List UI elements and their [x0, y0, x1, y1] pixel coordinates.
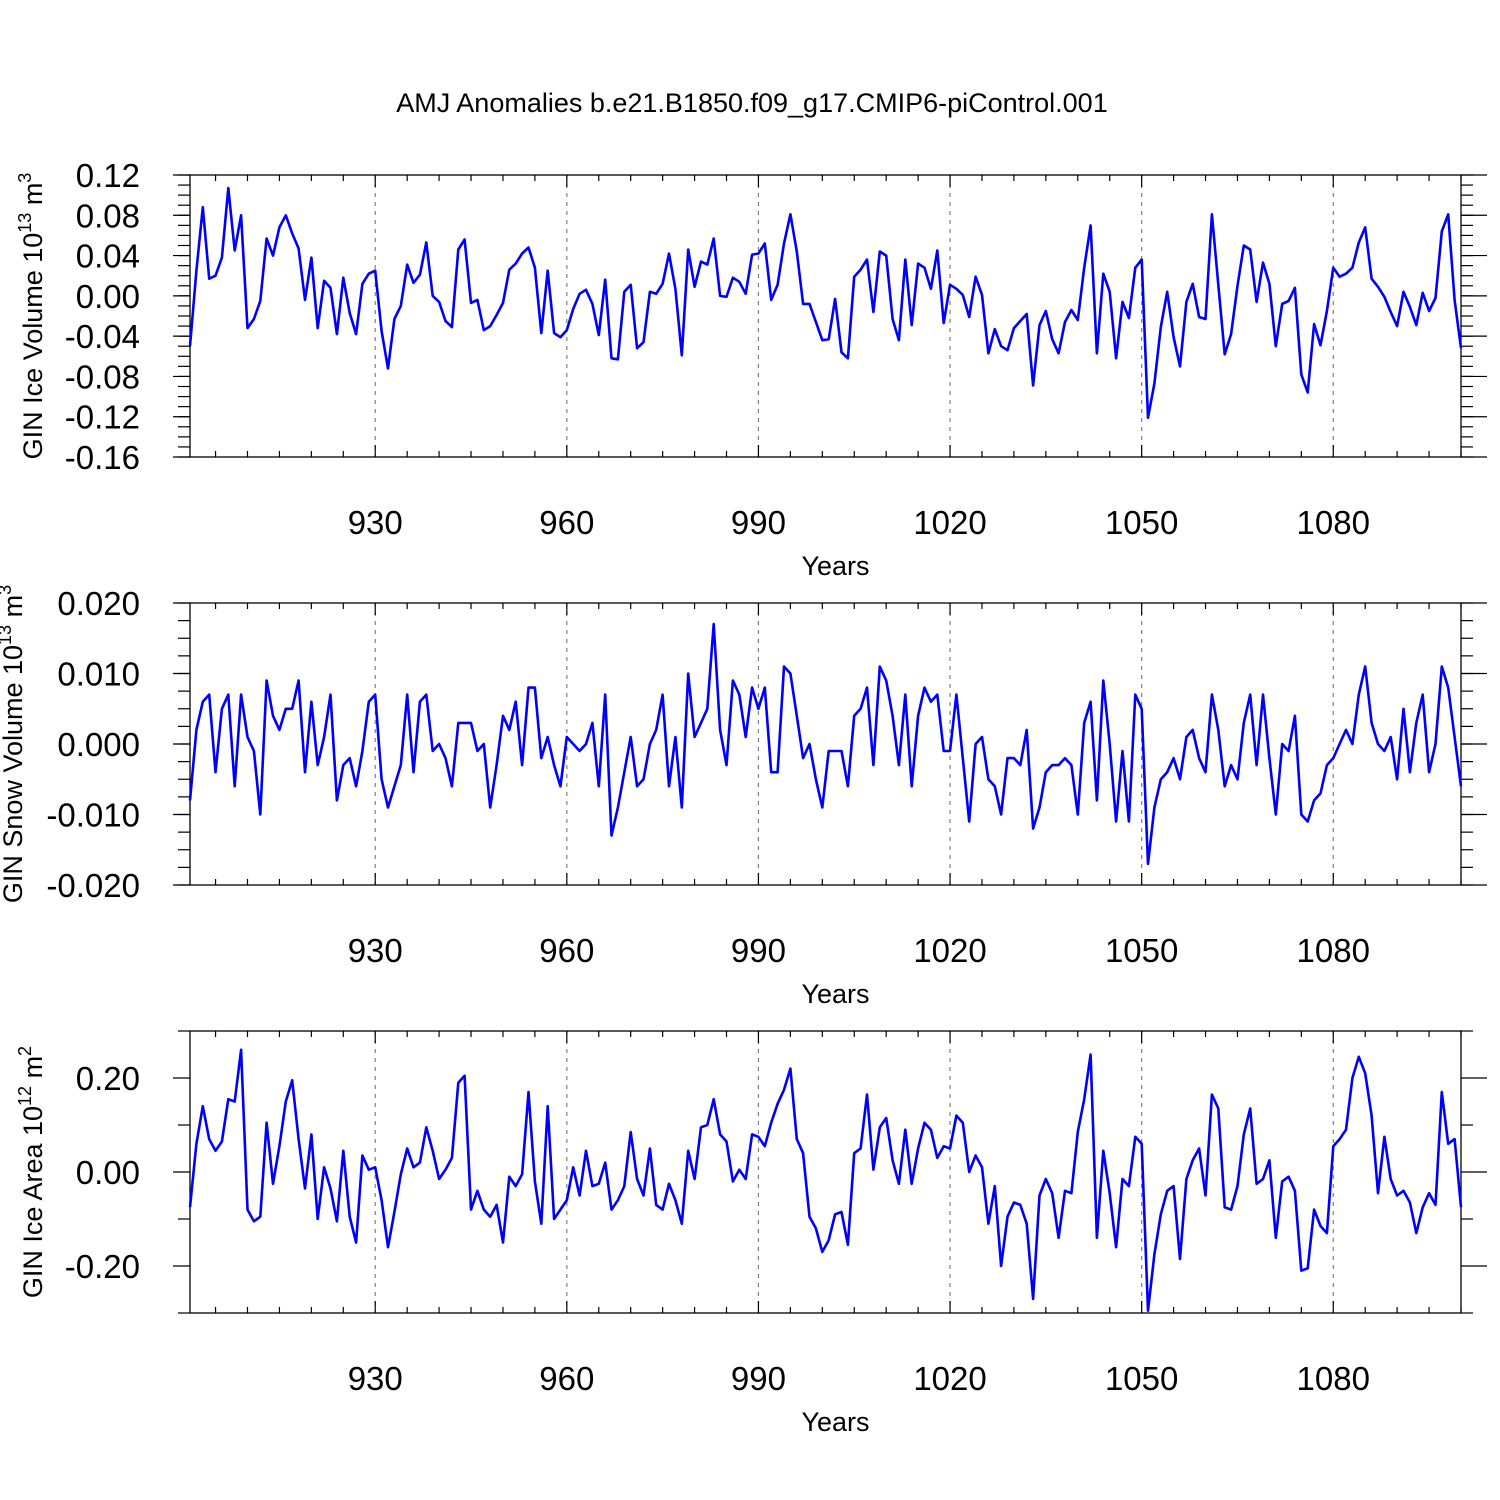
panel-ice-area: 930 960 990 1020 1050 1080 Years 0.20 0.00 -0.20 G… — [15, 1030, 1487, 1437]
y-tick-label: 0.000 — [57, 726, 140, 763]
y-axis-label-text: m — [0, 595, 28, 625]
y-axis-label-text: m — [18, 183, 48, 213]
y-tick-label: 0.020 — [57, 585, 140, 622]
y-tick-label: 0.08 — [76, 197, 140, 234]
x-axis-label: Years — [801, 979, 869, 1009]
x-tick-label: 990 — [731, 504, 786, 541]
y-axis-label-exponent: 12 — [15, 1086, 35, 1106]
x-tick-label: 990 — [731, 1360, 786, 1397]
y-tick-label: 0.04 — [76, 238, 140, 275]
y-axis-label-text: GIN Snow Volume 10 — [0, 645, 28, 903]
y-tick-label: -0.04 — [65, 318, 140, 355]
y-tick-label: -0.020 — [46, 867, 140, 904]
x-axis-label: Years — [801, 551, 869, 581]
chart-title: AMJ Anomalies b.e21.B1850.f09_g17.CMIP6-… — [396, 88, 1107, 118]
plot-frame — [189, 602, 1462, 886]
y-tick-label: -0.20 — [65, 1248, 140, 1285]
panel-snow-volume: 930 960 990 1020 1050 1080 Years 0.020 0.010 0.00… — [0, 585, 1487, 1009]
x-tick-label: 1020 — [913, 1360, 986, 1397]
y-axis-label-exponent: 2 — [15, 1046, 35, 1056]
x-tick-label: 930 — [348, 932, 403, 969]
x-tick-label: 1020 — [913, 932, 986, 969]
plot-frame — [189, 174, 1462, 458]
y-axis-label: GIN Ice Area 1012 m2 — [15, 1046, 48, 1298]
series-line-ice-volume — [188, 186, 1463, 420]
y-axis-label-text: GIN Ice Volume 10 — [18, 233, 48, 460]
y-tick-label: -0.12 — [65, 399, 140, 436]
y-tick-label: -0.08 — [65, 358, 140, 395]
x-tick-label: 1020 — [913, 504, 986, 541]
x-tick-label: 1080 — [1297, 932, 1370, 969]
y-tick-label: 0.12 — [76, 157, 140, 194]
x-tick-label: 960 — [539, 504, 594, 541]
x-tick-label: 1050 — [1105, 1360, 1178, 1397]
x-tick-label: 1080 — [1297, 1360, 1370, 1397]
y-axis-label-exponent: 3 — [0, 585, 15, 595]
y-axis-label-exponent: 13 — [0, 625, 15, 645]
x-tick-label: 1050 — [1105, 932, 1178, 969]
x-tick-label: 960 — [539, 1360, 594, 1397]
x-tick-label: 1080 — [1297, 504, 1370, 541]
y-tick-label: 0.20 — [76, 1060, 140, 1097]
x-tick-label: 930 — [348, 504, 403, 541]
y-tick-label: 0.010 — [57, 656, 140, 693]
series-line-snow-volume — [188, 622, 1463, 866]
panel-ice-volume: 930 960 990 1020 1050 1080 Years 0.120.08 0.040.… — [15, 157, 1487, 581]
y-axis-label-exponent: 3 — [15, 173, 35, 183]
x-axis-label: Years — [801, 1407, 869, 1437]
y-axis-label-text: m — [18, 1056, 48, 1086]
y-axis-label-exponent: 13 — [15, 213, 35, 233]
panels: 930 960 990 1020 1050 1080Years0.120.080.040.… — [0, 157, 1487, 1437]
y-tick-label: 0.00 — [76, 1154, 140, 1191]
x-tick-label: 1050 — [1105, 504, 1178, 541]
y-tick-label: 0.00 — [76, 278, 140, 315]
x-tick-label: 930 — [348, 1360, 403, 1397]
y-axis-label: GIN Ice Volume 1013 m3 — [15, 173, 48, 460]
plot-frame — [189, 1030, 1462, 1314]
y-axis-label-text: GIN Ice Area 10 — [18, 1106, 48, 1298]
x-tick-label: 960 — [539, 932, 594, 969]
y-tick-label: -0.16 — [65, 439, 140, 476]
y-tick-label: -0.010 — [46, 797, 140, 834]
series-line-ice-area — [188, 1048, 1463, 1312]
x-tick-label: 990 — [731, 932, 786, 969]
y-axis-label: GIN Snow Volume 1013 m3 — [0, 585, 28, 903]
